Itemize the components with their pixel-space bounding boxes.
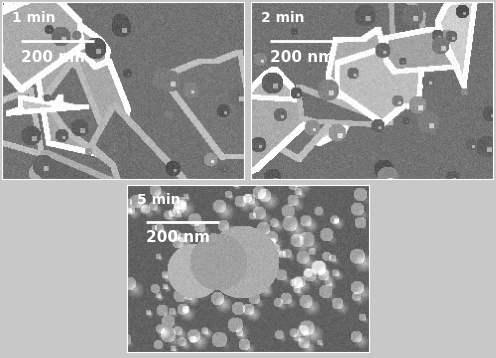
Text: 200 nm: 200 nm [270,50,334,65]
Text: 200 nm: 200 nm [21,50,85,65]
Text: 5 min: 5 min [137,193,180,207]
Text: 200 nm: 200 nm [146,230,210,245]
Text: 2 min: 2 min [261,11,304,25]
Text: 1 min: 1 min [12,11,55,25]
